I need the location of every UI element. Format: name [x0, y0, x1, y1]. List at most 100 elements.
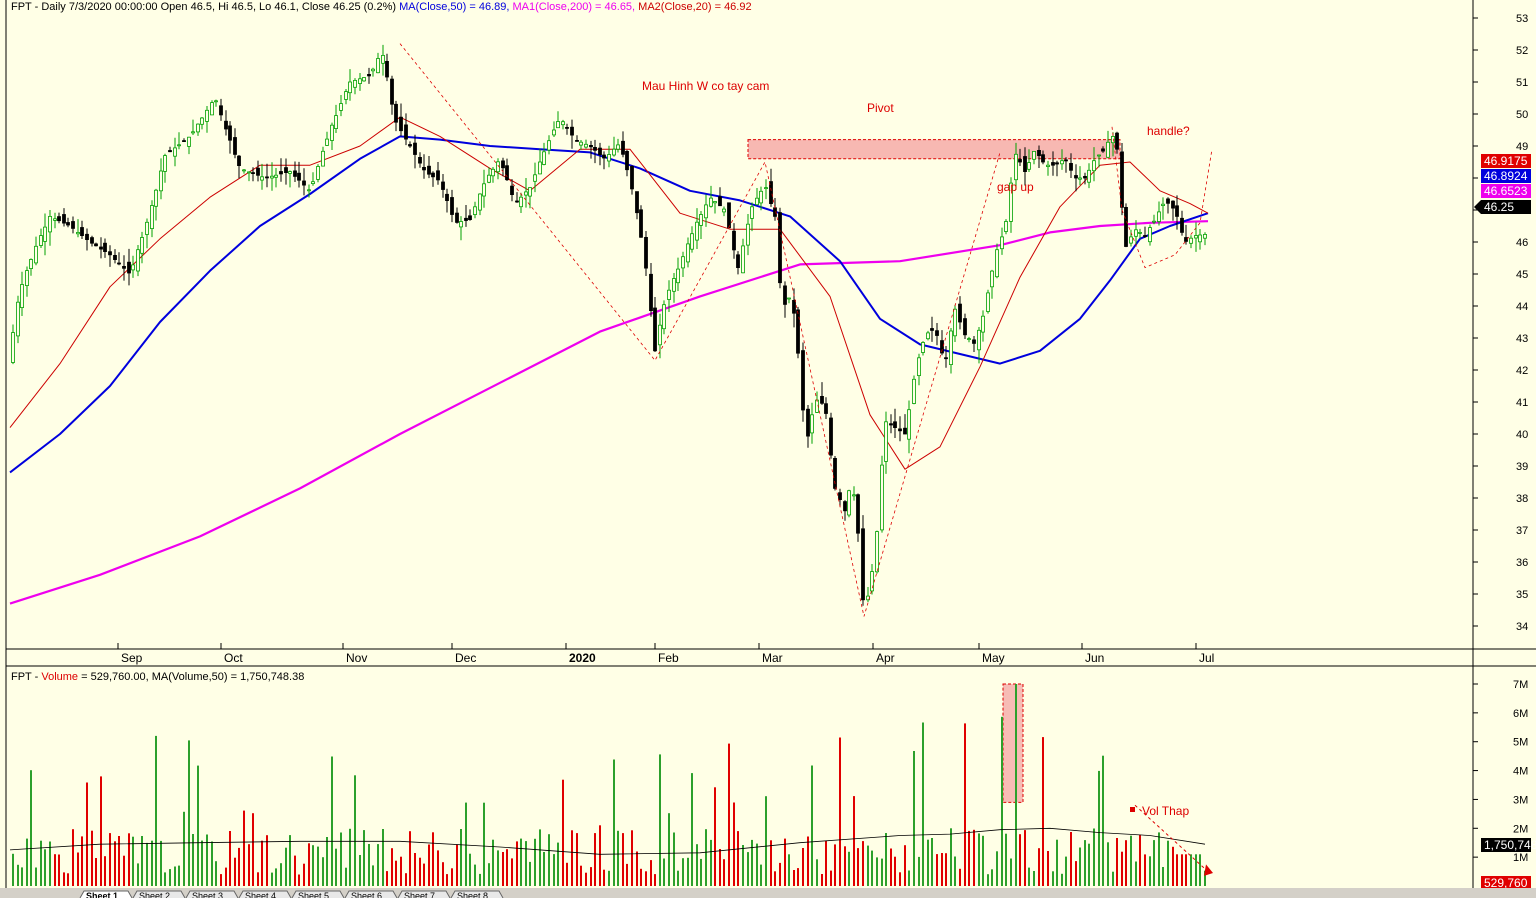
candle-body — [94, 243, 98, 247]
candle-body — [1180, 217, 1184, 233]
volume-bar — [169, 869, 171, 886]
volume-bar — [456, 844, 458, 886]
date-tick-label: Sep — [121, 651, 143, 665]
volume-bar — [830, 870, 832, 886]
volume-bar — [340, 832, 342, 886]
volume-bar — [104, 856, 106, 886]
volume-tick-label: 5M — [1513, 737, 1528, 749]
sheet-tab-shape[interactable] — [238, 890, 292, 898]
candle-body — [940, 340, 944, 354]
candle-body — [11, 332, 15, 363]
candle-body — [769, 181, 773, 205]
sheet-tab-8[interactable]: Sheet 8 — [457, 891, 488, 898]
price-tick-label: 41 — [1516, 397, 1528, 409]
volume-bar — [585, 872, 587, 886]
volume-bar — [1176, 854, 1178, 886]
volume-bar — [109, 833, 111, 886]
sheet-tab-5[interactable]: Sheet 5 — [298, 891, 329, 898]
sheet-tab-shape[interactable] — [450, 890, 504, 898]
sheet-tab-1[interactable]: Sheet 1 — [86, 891, 118, 898]
volume-bar — [908, 870, 910, 886]
volume-bar — [968, 830, 970, 886]
volume-bar — [571, 830, 573, 886]
sheet-tab-3[interactable]: Sheet 3 — [192, 891, 223, 898]
candle-body — [394, 103, 398, 123]
sheet-tab-7[interactable]: Sheet 7 — [404, 891, 435, 898]
volume-ma50-polyline — [9, 827, 1206, 855]
price-tick-label: 53 — [1516, 13, 1528, 25]
sheet-tab-6[interactable]: Sheet 6 — [351, 891, 382, 898]
volume-bar — [469, 853, 471, 886]
candle-body — [727, 202, 731, 229]
candle-body — [519, 196, 523, 208]
volume-bar — [793, 870, 795, 886]
volume-tick-label: 4M — [1513, 766, 1528, 778]
volume-bar — [363, 830, 365, 886]
sheet-tab-4[interactable]: Sheet 4 — [245, 891, 276, 898]
candle-body — [884, 421, 888, 462]
annotation-handle: handle? — [1147, 124, 1190, 138]
candle-body — [1101, 148, 1105, 152]
candle-body — [746, 223, 750, 246]
candle-body — [542, 151, 546, 165]
candle-body — [1074, 175, 1078, 179]
volume-bar — [1149, 856, 1151, 886]
volume-bar — [862, 841, 864, 886]
date-tick-label: Jul — [1199, 651, 1214, 665]
volume-bar — [941, 853, 943, 886]
volume-bar — [996, 851, 998, 886]
volume-bar — [733, 802, 735, 886]
sheet-tab-shape[interactable] — [132, 890, 186, 898]
candle-body — [995, 249, 999, 278]
candle-body — [764, 187, 768, 190]
date-tick-label: Jun — [1085, 651, 1104, 665]
sheet-tab-shape[interactable] — [185, 890, 239, 898]
sheet-tab-shape[interactable] — [344, 890, 398, 898]
badge-ma200-bg — [1481, 184, 1531, 198]
candle-body — [29, 259, 33, 270]
volume-bar — [211, 841, 213, 886]
candlesticks — [11, 44, 1207, 606]
candle-body — [944, 357, 948, 360]
volume-bar — [987, 874, 989, 886]
sheet-tab-shape[interactable] — [397, 890, 451, 898]
candle-body — [732, 230, 736, 251]
volume-bar — [372, 865, 374, 886]
sheet-tab-shape[interactable] — [79, 890, 133, 898]
candle-body — [963, 318, 967, 336]
volume-bar — [54, 854, 56, 886]
volume-bar — [271, 872, 273, 886]
volume-bar — [1005, 833, 1007, 886]
candle-body — [367, 74, 371, 77]
volume-bar — [1047, 851, 1049, 886]
candle-body — [907, 409, 911, 440]
volume-bar — [710, 839, 712, 886]
volume-bar — [49, 841, 51, 886]
volume-bar — [548, 834, 550, 886]
candle-body — [270, 175, 274, 179]
candle-body — [219, 105, 223, 116]
candle-body — [662, 304, 666, 330]
candle-body — [796, 309, 800, 354]
volume-bar — [1088, 843, 1090, 886]
volume-bar — [668, 813, 670, 886]
candle-body — [122, 265, 126, 269]
volume-bar — [1061, 873, 1063, 886]
candle-body — [658, 324, 662, 346]
volume-bar — [844, 846, 846, 886]
candle-body — [986, 292, 990, 312]
volume-bar — [95, 858, 97, 886]
candle-body — [381, 55, 385, 64]
volume-bar — [67, 873, 69, 886]
candle-body — [1203, 233, 1207, 239]
candle-body — [90, 237, 94, 244]
sheet-tab-shape[interactable] — [291, 890, 345, 898]
volume-bar — [871, 850, 873, 886]
candle-body — [1161, 203, 1165, 206]
date-tick-label: May — [982, 651, 1005, 665]
candle-body — [870, 571, 874, 592]
candle-body — [464, 217, 468, 221]
sheet-tab-2[interactable]: Sheet 2 — [139, 891, 170, 898]
candle-body — [1115, 132, 1119, 150]
candle-body — [214, 100, 218, 103]
